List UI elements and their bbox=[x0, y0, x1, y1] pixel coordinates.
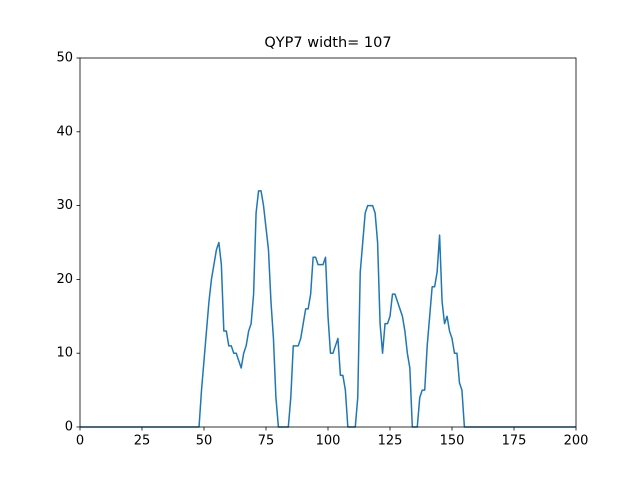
x-tick-label: 125 bbox=[378, 434, 403, 449]
line-series bbox=[80, 190, 576, 428]
axes-frame bbox=[79, 57, 577, 428]
chart-title: QYP7 width= 107 bbox=[264, 35, 391, 51]
x-tick-label: 50 bbox=[196, 434, 213, 449]
x-tick-label: 100 bbox=[316, 434, 341, 449]
x-tick-label: 200 bbox=[564, 434, 589, 449]
y-tick-label: 20 bbox=[56, 272, 73, 287]
y-tick-label: 10 bbox=[56, 346, 73, 361]
x-tick-label: 175 bbox=[502, 434, 527, 449]
x-tick-label: 150 bbox=[440, 434, 465, 449]
y-tick-label: 0 bbox=[65, 420, 73, 435]
x-tick-label: 75 bbox=[258, 434, 275, 449]
y-tick-label: 40 bbox=[56, 124, 73, 139]
x-tick-label: 0 bbox=[76, 434, 84, 449]
y-tick-label: 50 bbox=[56, 51, 73, 66]
x-tick-label: 25 bbox=[134, 434, 151, 449]
y-tick-label: 30 bbox=[56, 198, 73, 213]
